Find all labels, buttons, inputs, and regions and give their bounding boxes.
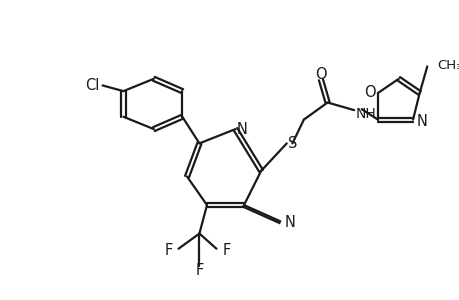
Text: F: F [195, 263, 203, 278]
Text: O: O [314, 67, 326, 82]
Text: CH₃: CH₃ [436, 59, 459, 72]
Text: Cl: Cl [85, 78, 100, 93]
Text: N: N [416, 114, 427, 129]
Text: N: N [284, 215, 295, 230]
Text: N: N [236, 122, 247, 136]
Text: O: O [364, 85, 375, 100]
Text: F: F [164, 243, 173, 258]
Text: S: S [287, 136, 297, 151]
Text: NH: NH [355, 107, 376, 121]
Text: F: F [222, 243, 230, 258]
